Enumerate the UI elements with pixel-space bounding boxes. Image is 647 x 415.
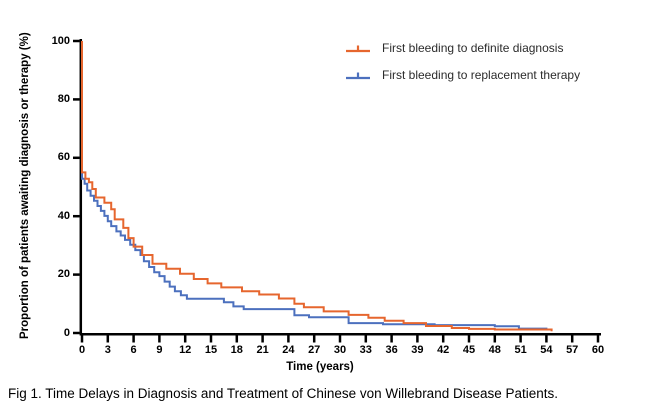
x-tick-label: 36 [385, 344, 398, 356]
chart-legend: First bleeding to definite diagnosis Firs… [345, 38, 580, 92]
y-tick-label: 80 [57, 92, 70, 105]
x-axis-title: Time (years) [286, 361, 354, 373]
x-tick-label: 30 [333, 344, 347, 356]
curve-first-bleeding-to-replacement-therapy [81, 41, 548, 331]
legend-item-0: First bleeding to definite diagnosis [345, 38, 580, 58]
y-tick-label: 20 [57, 268, 70, 281]
x-tick-label: 3 [104, 344, 111, 356]
x-tick-label: 24 [282, 344, 295, 356]
x-tick-label: 12 [179, 344, 192, 356]
y-tick-label: 0 [63, 326, 70, 339]
y-tick-label: 100 [51, 34, 70, 47]
x-tick-label: 15 [204, 344, 218, 356]
x-tick-label: 18 [230, 344, 243, 356]
censor-tick-icon [346, 72, 370, 80]
y-tick-label: 60 [57, 151, 70, 164]
x-tick-label: 51 [514, 344, 527, 356]
figure-caption: Fig 1. Time Delays in Diagnosis and Trea… [8, 386, 559, 401]
legend-label: First bleeding to definite diagnosis [382, 41, 564, 55]
x-tick-label: 27 [308, 344, 321, 356]
x-tick-label: 45 [462, 344, 476, 356]
x-tick-label: 33 [359, 344, 372, 356]
x-tick-label: 42 [437, 344, 450, 356]
y-tick-label: 40 [57, 209, 70, 222]
x-tick-label: 57 [566, 344, 579, 356]
km-chart: Proportion of patients awaiting diagnosi… [19, 32, 605, 373]
x-tick-label: 39 [411, 344, 424, 356]
legend-item-1: First bleeding to replacement therapy [345, 65, 580, 85]
y-axis-title: Proportion of patients awaiting diagnosi… [19, 32, 31, 339]
x-tick-label: 0 [78, 344, 86, 356]
censor-tick-icon [346, 45, 370, 53]
x-tick-label: 60 [591, 344, 605, 356]
x-tick-label: 54 [540, 344, 553, 356]
x-tick-label: 48 [488, 344, 501, 356]
chart-canvas [73, 39, 601, 343]
legend-label: First bleeding to replacement therapy [382, 68, 581, 82]
x-tick-label: 21 [256, 344, 269, 356]
x-tick-label: 6 [130, 344, 137, 356]
x-tick-label: 9 [156, 344, 163, 356]
curve-first-bleeding-to-definite-diagnosis [81, 41, 553, 332]
